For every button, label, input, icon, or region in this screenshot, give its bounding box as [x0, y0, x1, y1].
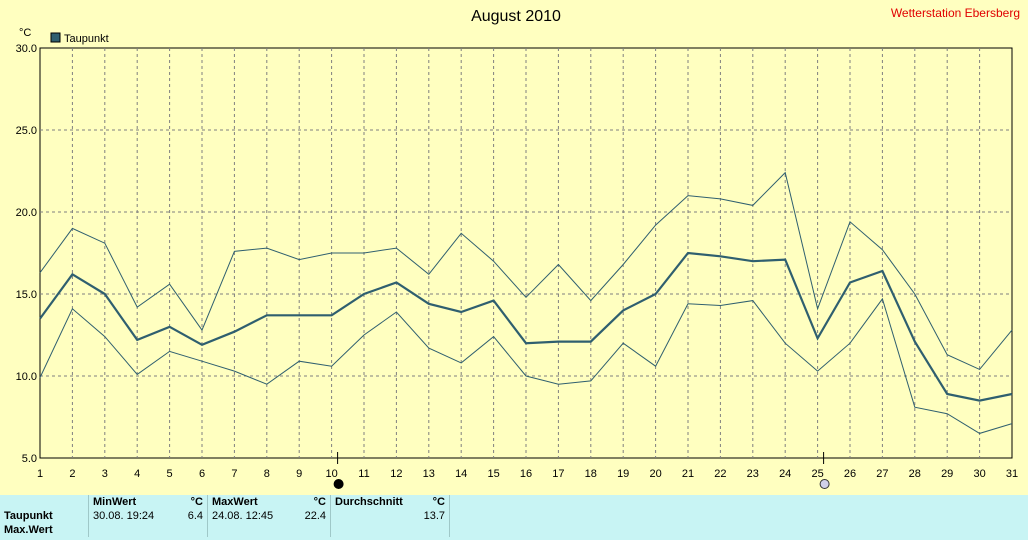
- stats-avg-value: 13.7: [419, 509, 450, 523]
- y-tick-label: 5.0: [22, 453, 37, 465]
- x-tick-label: 20: [649, 468, 661, 480]
- x-tick-label: 9: [296, 468, 302, 480]
- x-tick-label: 26: [844, 468, 856, 480]
- x-tick-label: 6: [199, 468, 205, 480]
- chart: August 2010 Wetterstation Ebersberg Taup…: [16, 6, 1020, 489]
- stats-empty-cell: [296, 523, 331, 537]
- x-tick-label: 11: [358, 468, 369, 480]
- x-tick-label: 19: [617, 468, 629, 480]
- legend-label: Taupunkt: [64, 33, 109, 45]
- series-lines: [39, 171, 1013, 434]
- x-tick-label: 23: [747, 468, 759, 480]
- x-tick-label: 13: [423, 468, 435, 480]
- col-header-durchschnitt: Durchschnitt: [330, 495, 419, 509]
- x-tick-label: 10: [325, 468, 337, 480]
- x-tick-label: 28: [909, 468, 921, 480]
- x-tick-label: 14: [455, 468, 467, 480]
- series-line-max: [39, 171, 1013, 371]
- x-tick-label: 3: [102, 468, 108, 480]
- y-axis-unit: °C: [19, 27, 31, 39]
- moon-markers: [333, 452, 830, 489]
- x-tick-label: 17: [552, 468, 564, 480]
- stats-row-label: Max.Wert: [4, 524, 53, 536]
- x-tick-label: 25: [811, 468, 823, 480]
- y-tick-label: 15.0: [16, 289, 37, 301]
- col-header-max-unit: °C: [313, 496, 326, 508]
- new-moon-icon: [333, 479, 344, 489]
- stats-row: Taupunkt 30.08. 19:24 6.4 24.08. 12:45 2…: [0, 509, 450, 523]
- x-tick-label: 8: [264, 468, 270, 480]
- stats-corner: [0, 495, 89, 509]
- col-header-maxwert: MaxWert: [207, 495, 296, 509]
- x-tick-label: 21: [682, 468, 694, 480]
- x-tick-label: 27: [876, 468, 888, 480]
- stats-empty-cell: [419, 523, 450, 537]
- x-axis-ticks: 1 2 3 4 5 6 7 8 9 10 11 12 13 14 15 16 17 18 19 20 21 22 23 24 2…: [37, 468, 1018, 480]
- x-tick-label: 30: [973, 468, 985, 480]
- y-axis-ticks: 5.0 10.0 15.0 20.0 25.0 30.0: [16, 43, 37, 465]
- x-tick-label: 2: [69, 468, 75, 480]
- chart-title: August 2010: [471, 8, 561, 25]
- grid: [40, 48, 1012, 458]
- x-tick-label: 24: [779, 468, 791, 480]
- y-tick-label: 20.0: [16, 207, 37, 219]
- x-tick-label: 31: [1006, 468, 1018, 480]
- x-tick-label: 22: [714, 468, 726, 480]
- x-tick-label: 18: [585, 468, 597, 480]
- stats-row-label: Taupunkt: [4, 510, 53, 522]
- stats-max-value: 22.4: [304, 510, 326, 522]
- x-tick-label: 5: [167, 468, 173, 480]
- x-tick-label: 4: [134, 468, 140, 480]
- stats-header-row: MinWert °C MaxWert °C Durchschnitt °C: [0, 495, 450, 509]
- y-tick-label: 30.0: [16, 43, 37, 55]
- x-tick-label: 29: [941, 468, 953, 480]
- statistics-table: MinWert °C MaxWert °C Durchschnitt °C Ta…: [0, 495, 450, 537]
- stats-empty-cell: [88, 523, 175, 537]
- col-header-minwert: MinWert: [88, 495, 175, 509]
- legend-swatch: [50, 32, 61, 43]
- col-header-min-unit: °C: [190, 496, 203, 508]
- stats-row: Max.Wert: [0, 523, 450, 537]
- station-name: Wetterstation Ebersberg: [891, 6, 1020, 20]
- stats-empty-cell: [330, 523, 419, 537]
- full-moon-icon: [819, 479, 830, 489]
- x-tick-label: 15: [487, 468, 499, 480]
- stats-avg-spacer: [330, 509, 419, 523]
- x-tick-label: 1: [37, 468, 43, 480]
- series-line-mean: [39, 251, 1013, 402]
- series-line-min: [39, 297, 1013, 434]
- stats-min-date: 30.08. 19:24: [88, 509, 175, 523]
- stats-max-date: 24.08. 12:45: [207, 509, 296, 523]
- col-header-avg-unit: °C: [419, 495, 450, 509]
- stats-empty-cell: [207, 523, 296, 537]
- y-tick-label: 25.0: [16, 125, 37, 137]
- x-tick-label: 7: [231, 468, 237, 480]
- stats-empty-cell: [175, 523, 208, 537]
- y-tick-label: 10.0: [16, 371, 37, 383]
- x-tick-label: 12: [390, 468, 402, 480]
- stats-min-value: 6.4: [187, 510, 203, 522]
- statistics-panel: MinWert °C MaxWert °C Durchschnitt °C Ta…: [0, 495, 1028, 540]
- x-tick-label: 16: [520, 468, 532, 480]
